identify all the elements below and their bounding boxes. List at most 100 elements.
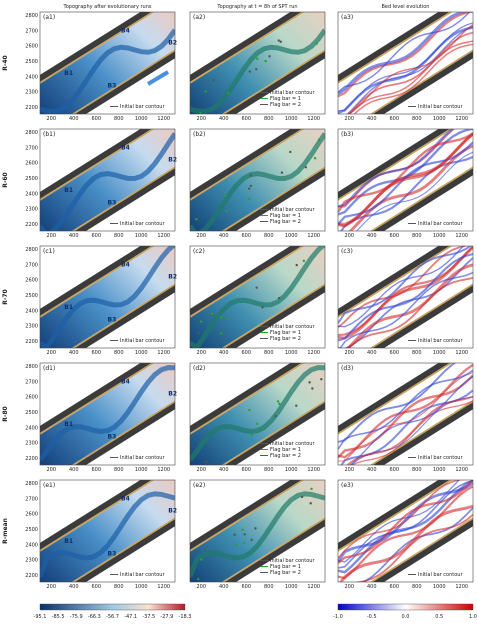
flag-dot bbox=[255, 68, 257, 70]
row-label: R-70 bbox=[2, 289, 9, 304]
panel-label: (e2) bbox=[193, 482, 205, 489]
flag-dot bbox=[316, 42, 318, 44]
flag-dot bbox=[197, 578, 199, 580]
x-tick-label: 1000 bbox=[285, 350, 298, 356]
x-tick-label: 600 bbox=[389, 584, 399, 590]
x-tick-label: 600 bbox=[241, 116, 251, 122]
flag-dot bbox=[200, 320, 202, 322]
y-tick-label: 2400 bbox=[25, 542, 38, 548]
flag-dot bbox=[303, 260, 305, 262]
x-tick-label: 800 bbox=[412, 350, 422, 356]
x-tick-label: 1200 bbox=[307, 233, 320, 239]
legend-text: Initial bar contour bbox=[120, 221, 165, 227]
x-tick-label: 800 bbox=[264, 350, 274, 356]
flag-dot bbox=[199, 112, 201, 114]
flag-dot bbox=[250, 539, 252, 541]
x-tick-label: 200 bbox=[196, 584, 206, 590]
flag-dot bbox=[310, 502, 312, 504]
x-tick-label: 1200 bbox=[307, 116, 320, 122]
x-tick-label: 800 bbox=[264, 116, 274, 122]
figure: Topography after evolutionary runsTopogr… bbox=[0, 0, 477, 640]
x-tick-label: 400 bbox=[69, 467, 79, 473]
y-tick-label: 2600 bbox=[25, 512, 38, 518]
colorbar-tick: 0.0 bbox=[402, 614, 410, 620]
x-tick-label: 200 bbox=[196, 116, 206, 122]
x-tick-label: 200 bbox=[344, 584, 354, 590]
colorbar-tick: -27.9 bbox=[160, 614, 173, 620]
flag-dot bbox=[254, 527, 256, 529]
bar-label: B2 bbox=[168, 40, 177, 47]
x-tick-label: 800 bbox=[114, 350, 124, 356]
x-tick-label: 1000 bbox=[433, 584, 446, 590]
colorbar-tick: -18.3 bbox=[179, 614, 192, 620]
x-tick-label: 1000 bbox=[285, 584, 298, 590]
flag-dot bbox=[200, 558, 202, 560]
panel-label: (d2) bbox=[193, 365, 205, 372]
panel bbox=[40, 458, 175, 611]
flag-dot bbox=[255, 286, 257, 288]
bar-label: B4 bbox=[121, 27, 130, 34]
x-tick-label: 1000 bbox=[433, 233, 446, 239]
legend-text: Initial bar contour bbox=[418, 221, 463, 227]
panel bbox=[40, 0, 175, 143]
x-tick-label: 1200 bbox=[307, 350, 320, 356]
x-tick-label: 1000 bbox=[135, 467, 148, 473]
legend-text: Initial bar contour bbox=[418, 572, 463, 578]
y-tick-label: 2500 bbox=[25, 293, 38, 299]
x-tick-label: 800 bbox=[264, 233, 274, 239]
panel-label: (b3) bbox=[341, 131, 353, 138]
x-tick-label: 400 bbox=[367, 116, 377, 122]
x-tick-label: 1000 bbox=[135, 584, 148, 590]
flag-dot bbox=[251, 434, 253, 436]
bar-label: B1 bbox=[64, 421, 73, 428]
flag-dot bbox=[248, 198, 250, 200]
flag-dot bbox=[268, 55, 270, 57]
x-tick-label: 1200 bbox=[157, 584, 170, 590]
panel-label: (d3) bbox=[341, 365, 353, 372]
legend-text: Initial bar contour bbox=[418, 455, 463, 461]
flag-dot bbox=[227, 92, 229, 94]
panel bbox=[338, 224, 473, 377]
colorbar-tick: -1.0 bbox=[333, 614, 343, 620]
y-tick-label: 2600 bbox=[25, 395, 38, 401]
colorbar-tick: -56.7 bbox=[106, 614, 119, 620]
legend-text: Flag bar = 2 bbox=[270, 453, 301, 459]
bar-label: B3 bbox=[108, 433, 117, 440]
bar-label: B1 bbox=[64, 187, 73, 194]
flag-dot bbox=[256, 58, 258, 60]
x-tick-label: 200 bbox=[344, 116, 354, 122]
y-tick-label: 2800 bbox=[25, 247, 38, 253]
x-tick-label: 800 bbox=[412, 584, 422, 590]
y-tick-label: 2700 bbox=[25, 379, 38, 385]
legend-text: Initial bar contour bbox=[120, 104, 165, 110]
bar-label: B2 bbox=[168, 391, 177, 398]
x-tick-label: 1000 bbox=[285, 467, 298, 473]
x-tick-label: 800 bbox=[264, 467, 274, 473]
x-tick-label: 800 bbox=[114, 467, 124, 473]
flag-dot bbox=[275, 415, 277, 417]
panel bbox=[40, 341, 175, 494]
y-tick-label: 2300 bbox=[25, 324, 38, 330]
y-tick-label: 2700 bbox=[25, 145, 38, 151]
flag-dot bbox=[278, 403, 280, 405]
bar-label: B3 bbox=[108, 82, 117, 89]
legend-text: Flag bar = 2 bbox=[270, 102, 301, 108]
legend-text: Initial bar contour bbox=[120, 572, 165, 578]
x-tick-label: 1200 bbox=[455, 350, 468, 356]
x-tick-label: 1000 bbox=[433, 467, 446, 473]
flag-dot bbox=[305, 166, 307, 168]
x-tick-label: 1000 bbox=[285, 116, 298, 122]
bar-label: B1 bbox=[64, 538, 73, 545]
x-tick-label: 1200 bbox=[455, 467, 468, 473]
panel-label: (e3) bbox=[341, 482, 353, 489]
panel-label: (a1) bbox=[43, 14, 55, 21]
flag-dot bbox=[318, 139, 320, 141]
x-tick-label: 200 bbox=[344, 233, 354, 239]
panel bbox=[190, 341, 325, 494]
panel-label: (e1) bbox=[43, 482, 55, 489]
x-tick-label: 200 bbox=[196, 467, 206, 473]
x-tick-label: 400 bbox=[367, 467, 377, 473]
x-tick-label: 200 bbox=[196, 350, 206, 356]
legend-text: Flag bar = 2 bbox=[270, 219, 301, 225]
bar-label: B4 bbox=[121, 261, 130, 268]
